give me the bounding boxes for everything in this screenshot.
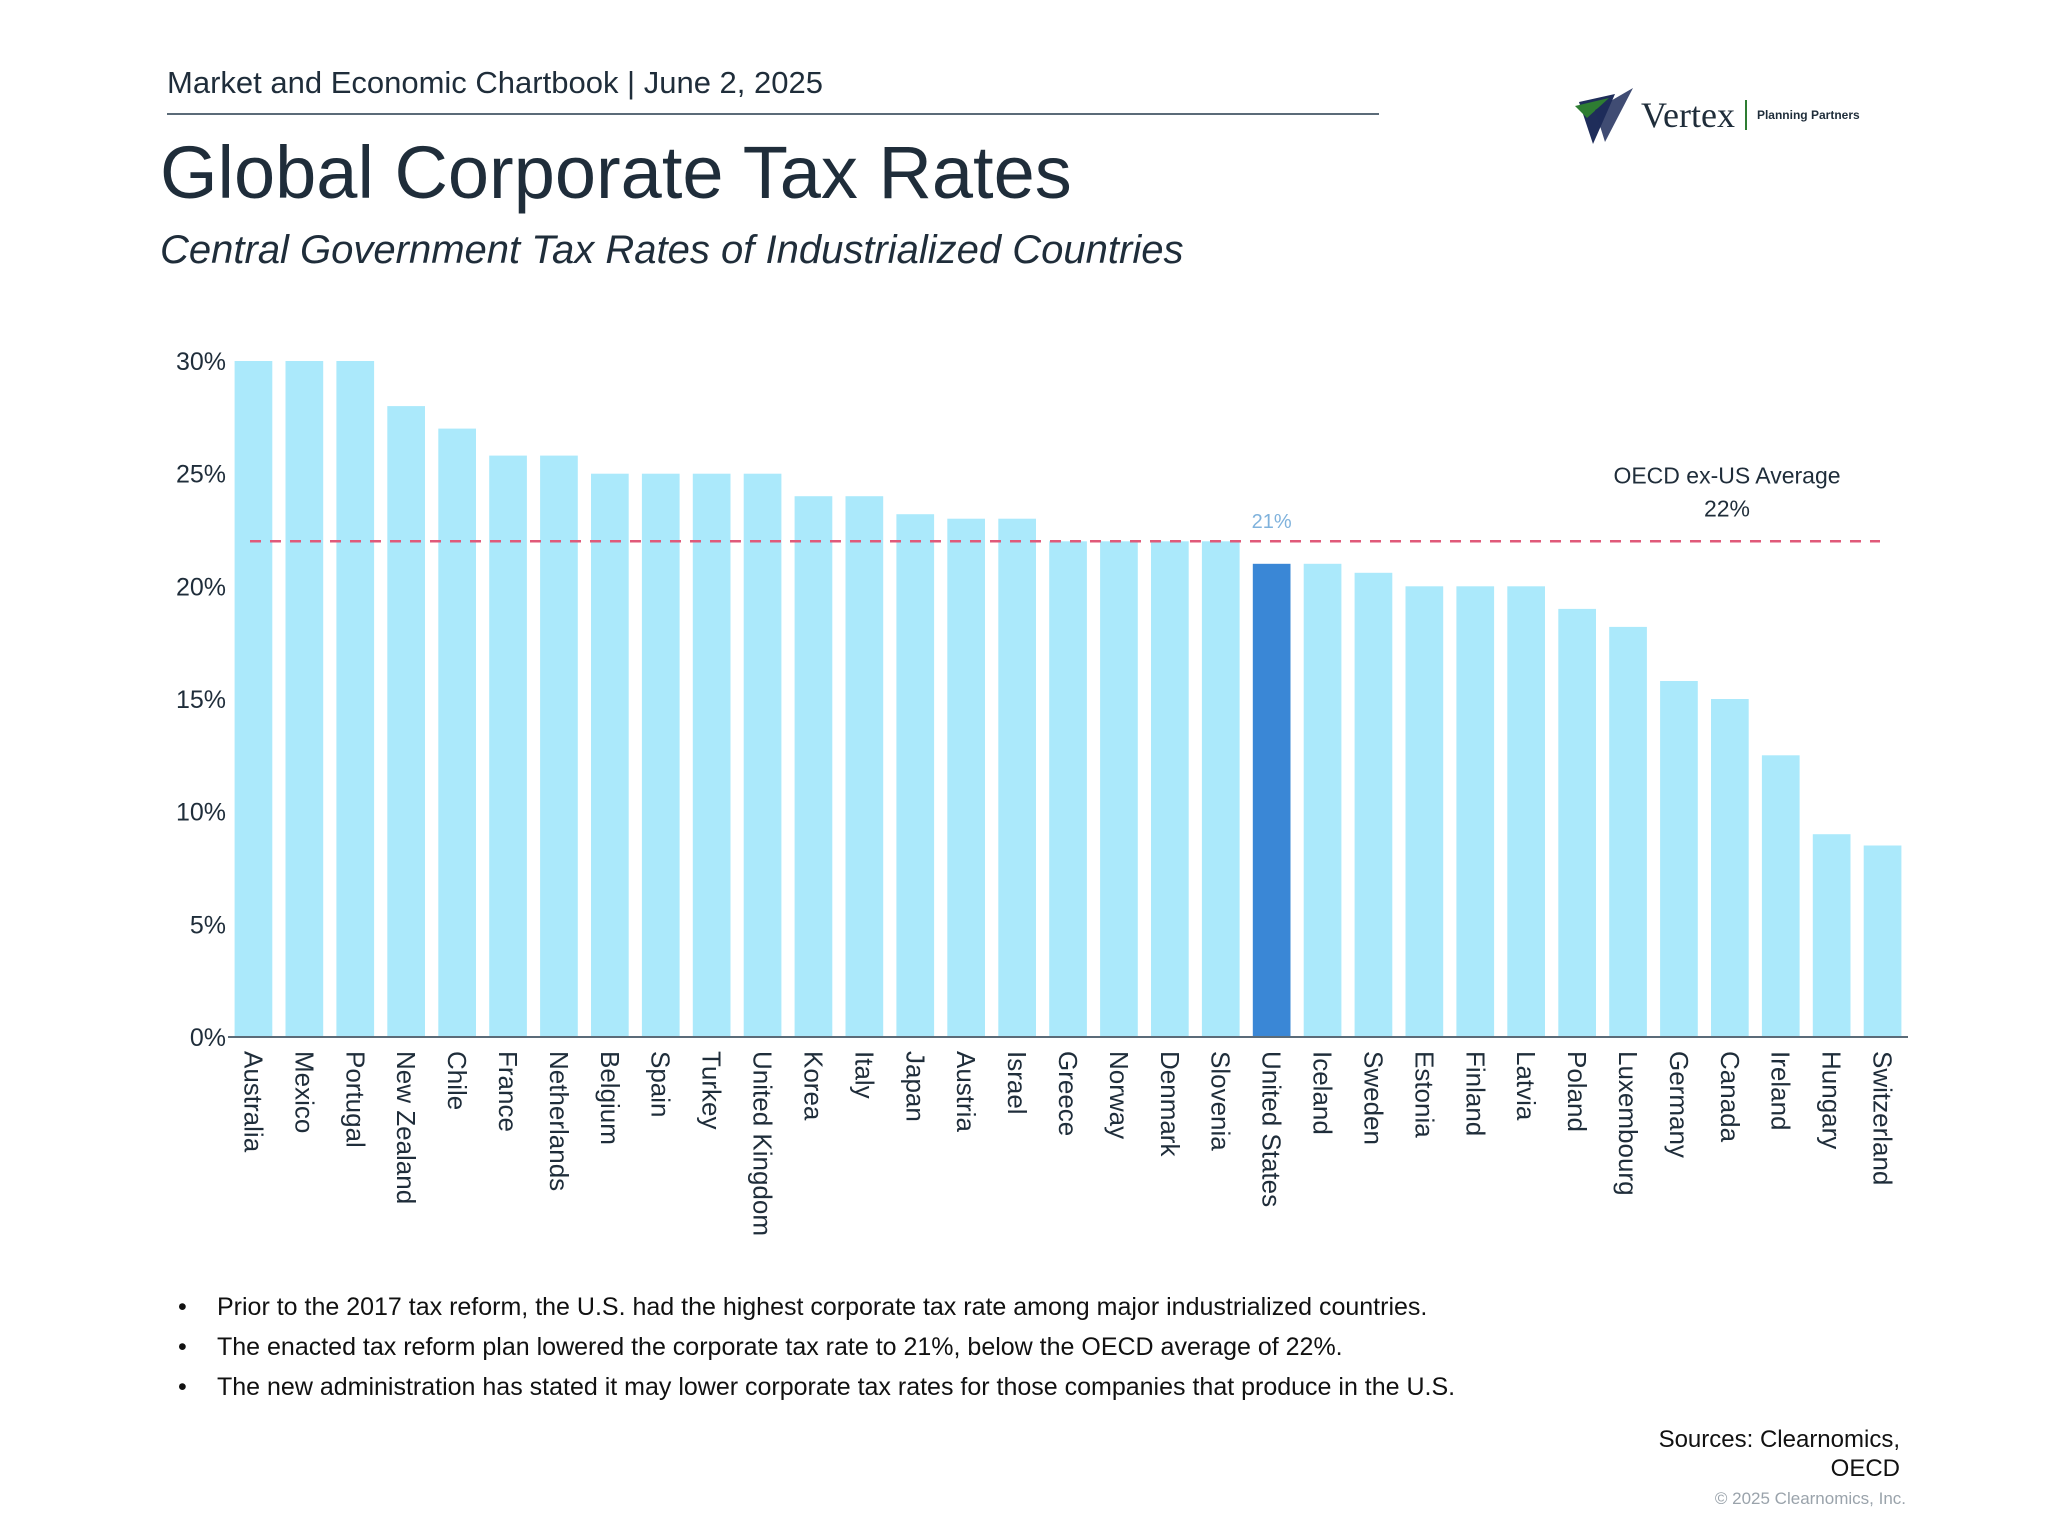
x-tick-label: New Zealand — [391, 1051, 421, 1204]
x-tick-label: Switzerland — [1868, 1051, 1898, 1185]
vertex-logo: Vertex Planning Partners — [1575, 80, 1895, 150]
y-tick-label: 5% — [190, 911, 226, 939]
tax-rate-bar-chart: 0% 5% 10% 15% 20% 25% 30% Australia Mexico Portug… — [176, 348, 1908, 1236]
x-tick-label: Greece — [1053, 1051, 1083, 1136]
x-tick-label: Italy — [849, 1051, 879, 1099]
bar-poland — [1558, 608, 1596, 1037]
bar-korea — [794, 496, 833, 1037]
bar-chile — [438, 428, 476, 1038]
sources: Sources: Clearnomics, OECD — [1640, 1425, 1900, 1483]
sources-line2: OECD — [1830, 1455, 1900, 1482]
bar-italy — [845, 496, 884, 1037]
logo-separator — [1744, 100, 1747, 130]
bar-hungary — [1812, 834, 1851, 1037]
oecd-average-label: OECD ex-US Average — [1613, 462, 1840, 488]
bar-norway — [1100, 541, 1138, 1037]
note-item: The enacted tax reform plan lowered the … — [175, 1330, 1475, 1364]
bar-turkey — [692, 473, 731, 1037]
bar-estonia — [1405, 586, 1444, 1037]
x-tick-label: Israel — [1002, 1051, 1032, 1115]
y-tick-label: 30% — [176, 348, 226, 376]
bar-denmark — [1151, 541, 1189, 1037]
y-tick-label: 15% — [176, 686, 226, 714]
x-tick-label: Ireland — [1766, 1051, 1796, 1131]
bar-canada — [1711, 699, 1749, 1037]
bar-new-zealand — [387, 406, 425, 1038]
x-tick-label: Spain — [646, 1051, 676, 1118]
bar-switzerland — [1863, 845, 1902, 1037]
x-tick-label: Germany — [1664, 1051, 1694, 1158]
x-tick-label: United States — [1257, 1051, 1287, 1207]
bar-netherlands — [540, 455, 578, 1038]
bar-belgium — [591, 473, 629, 1037]
bar-sweden — [1354, 572, 1393, 1037]
bar-united-kingdom — [743, 473, 782, 1037]
chartbook-header: Market and Economic Chartbook | June 2, … — [167, 65, 823, 100]
x-tick-label: Austria — [951, 1051, 981, 1132]
page-subtitle: Central Government Tax Rates of Industri… — [160, 228, 1184, 272]
bar-japan — [896, 514, 935, 1037]
y-tick-label: 0% — [190, 1024, 226, 1052]
copyright: © 2025 Clearnomics, Inc. — [1714, 1489, 1906, 1508]
x-tick-label: Sweden — [1359, 1051, 1389, 1145]
x-tick-label: Hungary — [1817, 1051, 1847, 1149]
y-tick-label: 10% — [176, 799, 226, 827]
x-tick-label: Estonia — [1409, 1051, 1439, 1138]
bar-latvia — [1507, 586, 1545, 1037]
x-tick-label: Luxembourg — [1613, 1051, 1643, 1196]
notes-list: Prior to the 2017 tax reform, the U.S. h… — [175, 1290, 1475, 1410]
x-tick-label: Slovenia — [1206, 1051, 1236, 1151]
x-tick-label: Turkey — [697, 1051, 727, 1130]
note-item: Prior to the 2017 tax reform, the U.S. h… — [175, 1290, 1475, 1324]
bar-luxembourg — [1609, 626, 1647, 1037]
x-tick-label: France — [493, 1051, 523, 1132]
x-tick-label: Iceland — [1308, 1051, 1338, 1135]
bar-slovenia — [1201, 541, 1240, 1037]
x-tick-label: Korea — [799, 1051, 829, 1121]
header-divider — [167, 113, 1379, 115]
bar-iceland — [1303, 563, 1342, 1037]
bar-germany — [1660, 681, 1698, 1037]
x-tick-label: Canada — [1715, 1051, 1745, 1143]
x-tick-label: Netherlands — [544, 1051, 574, 1191]
bar-finland — [1456, 586, 1495, 1037]
highlight-data-label: 21% — [1252, 511, 1292, 533]
bar-spain — [641, 473, 680, 1037]
logo-name: Vertex — [1641, 95, 1735, 135]
x-tick-label: Mexico — [289, 1051, 319, 1133]
logo-tagline: Planning Partners — [1756, 108, 1860, 122]
x-tick-label: Japan — [900, 1051, 930, 1122]
x-tick-label: Finland — [1460, 1051, 1490, 1136]
x-tick-label: Belgium — [595, 1051, 625, 1145]
x-tick-label: Norway — [1104, 1051, 1134, 1139]
page-title: Global Corporate Tax Rates — [160, 131, 1072, 214]
note-item: The new administration has stated it may… — [175, 1370, 1475, 1404]
bar-australia — [234, 361, 273, 1037]
x-tick-label: Latvia — [1511, 1051, 1541, 1121]
y-tick-label: 20% — [176, 573, 226, 601]
x-tick-label: Chile — [442, 1051, 472, 1110]
x-tick-label: Poland — [1562, 1051, 1592, 1132]
x-tick-label: Australia — [239, 1051, 269, 1153]
x-tick-label: United Kingdom — [748, 1051, 778, 1236]
bar-greece — [1049, 541, 1087, 1037]
bar-ireland — [1761, 755, 1800, 1037]
bar-israel — [998, 518, 1036, 1037]
bar-portugal — [336, 361, 375, 1037]
oecd-average-value: 22% — [1704, 495, 1750, 521]
bar-united-states — [1252, 563, 1291, 1037]
bar-austria — [947, 518, 985, 1037]
bar-mexico — [285, 361, 324, 1037]
sources-label: Sources: Clearnomics, — [1658, 1426, 1900, 1453]
y-tick-label: 25% — [176, 461, 226, 489]
bar-france — [489, 455, 527, 1038]
x-tick-label: Denmark — [1155, 1051, 1185, 1157]
vertex-logo-mark-icon — [1575, 88, 1633, 144]
x-tick-label: Portugal — [340, 1051, 370, 1148]
